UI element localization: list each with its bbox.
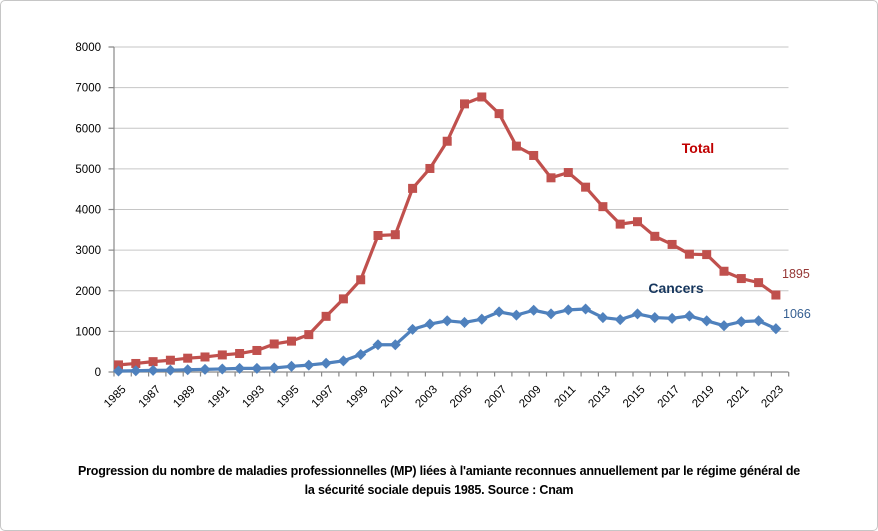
svg-text:1993: 1993 xyxy=(240,384,267,411)
svg-text:2001: 2001 xyxy=(379,384,406,411)
axes xyxy=(108,46,790,377)
svg-text:1987: 1987 xyxy=(137,384,164,411)
svg-text:6000: 6000 xyxy=(75,123,101,135)
chart-caption: Progression du nombre de maladies profes… xyxy=(1,462,877,500)
svg-text:2021: 2021 xyxy=(725,384,752,411)
svg-text:2015: 2015 xyxy=(621,384,648,411)
svg-text:1989: 1989 xyxy=(171,384,198,411)
caption-line-2: la sécurité sociale depuis 1985. Source … xyxy=(304,483,574,497)
total-markers xyxy=(114,92,781,370)
y-tick-labels: 0 1000 2000 3000 4000 5000 6000 7000 8000 xyxy=(75,42,101,379)
svg-text:2019: 2019 xyxy=(690,384,717,411)
svg-text:2011: 2011 xyxy=(552,384,578,410)
svg-text:2023: 2023 xyxy=(759,384,786,411)
svg-text:7000: 7000 xyxy=(75,83,101,95)
svg-text:1999: 1999 xyxy=(344,384,371,411)
svg-text:2009: 2009 xyxy=(517,384,544,411)
svg-text:1991: 1991 xyxy=(206,384,233,411)
svg-text:2007: 2007 xyxy=(483,384,510,411)
svg-text:2017: 2017 xyxy=(656,384,683,411)
y-gridlines xyxy=(114,46,789,332)
svg-text:2005: 2005 xyxy=(448,384,475,411)
svg-text:1985: 1985 xyxy=(102,384,129,411)
svg-text:2003: 2003 xyxy=(413,384,440,411)
svg-text:2000: 2000 xyxy=(75,286,101,298)
svg-text:8000: 8000 xyxy=(75,42,101,54)
svg-text:0: 0 xyxy=(95,367,101,379)
svg-text:1997: 1997 xyxy=(310,384,337,411)
caption-line-1: Progression du nombre de maladies profes… xyxy=(77,464,801,478)
cancers-markers xyxy=(112,303,782,377)
svg-text:4000: 4000 xyxy=(75,205,101,217)
svg-text:1000: 1000 xyxy=(75,326,101,338)
svg-text:1995: 1995 xyxy=(275,384,302,411)
svg-text:3000: 3000 xyxy=(75,245,101,257)
x-tick-labels: 1985 1987 1989 1991 1993 1995 1997 1999 2001 2003… xyxy=(102,384,786,411)
svg-text:5000: 5000 xyxy=(75,164,101,176)
svg-text:2013: 2013 xyxy=(586,384,613,411)
